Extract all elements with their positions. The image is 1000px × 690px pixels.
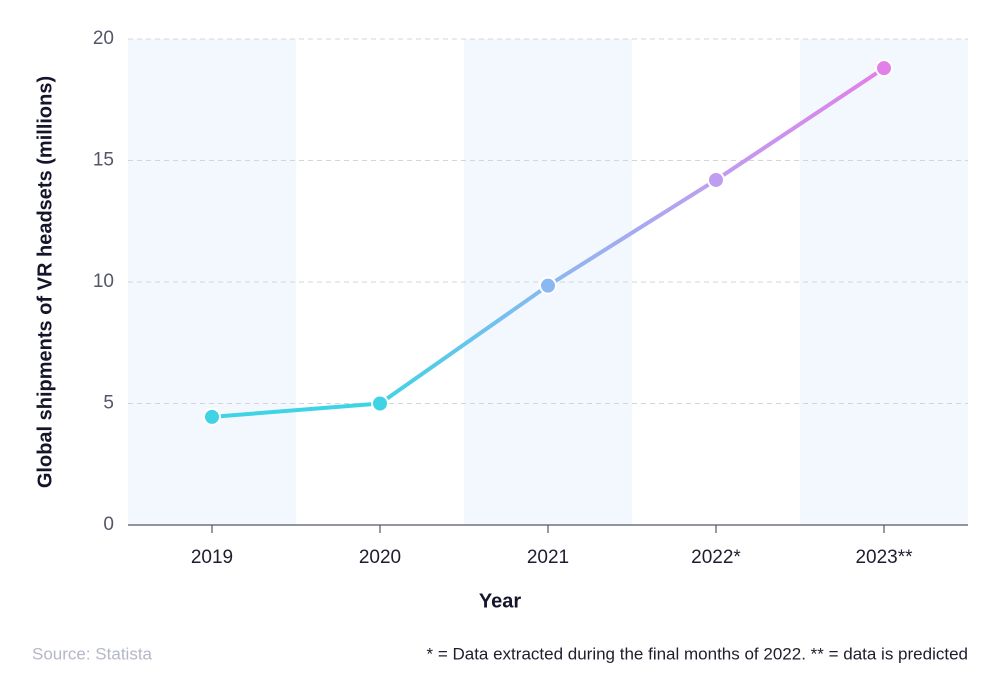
point (875, 59, 893, 78)
y-tick-label: 5 (103, 393, 114, 414)
x-tick-label: 2019 (191, 547, 233, 568)
y-axis-title: Global shipments of VR headsets (million… (34, 76, 56, 488)
point (203, 407, 221, 426)
x-axis-title: Year (479, 590, 521, 612)
y-tick-label: 10 (93, 271, 114, 292)
point (539, 276, 557, 295)
x-tick-label: 2023** (855, 547, 913, 568)
x-tick-label: 2021 (527, 547, 569, 568)
y-tick-label: 15 (93, 150, 114, 171)
point (371, 394, 389, 413)
footnote: * = Data extracted during the final mont… (426, 644, 968, 663)
x-tick-label: 2022* (691, 547, 741, 568)
y-tick-label: 20 (93, 28, 114, 49)
source: Source: Statista (32, 644, 153, 663)
point (707, 170, 725, 189)
y-tick-label: 0 (103, 514, 114, 535)
x-tick-label: 2020 (359, 547, 401, 568)
